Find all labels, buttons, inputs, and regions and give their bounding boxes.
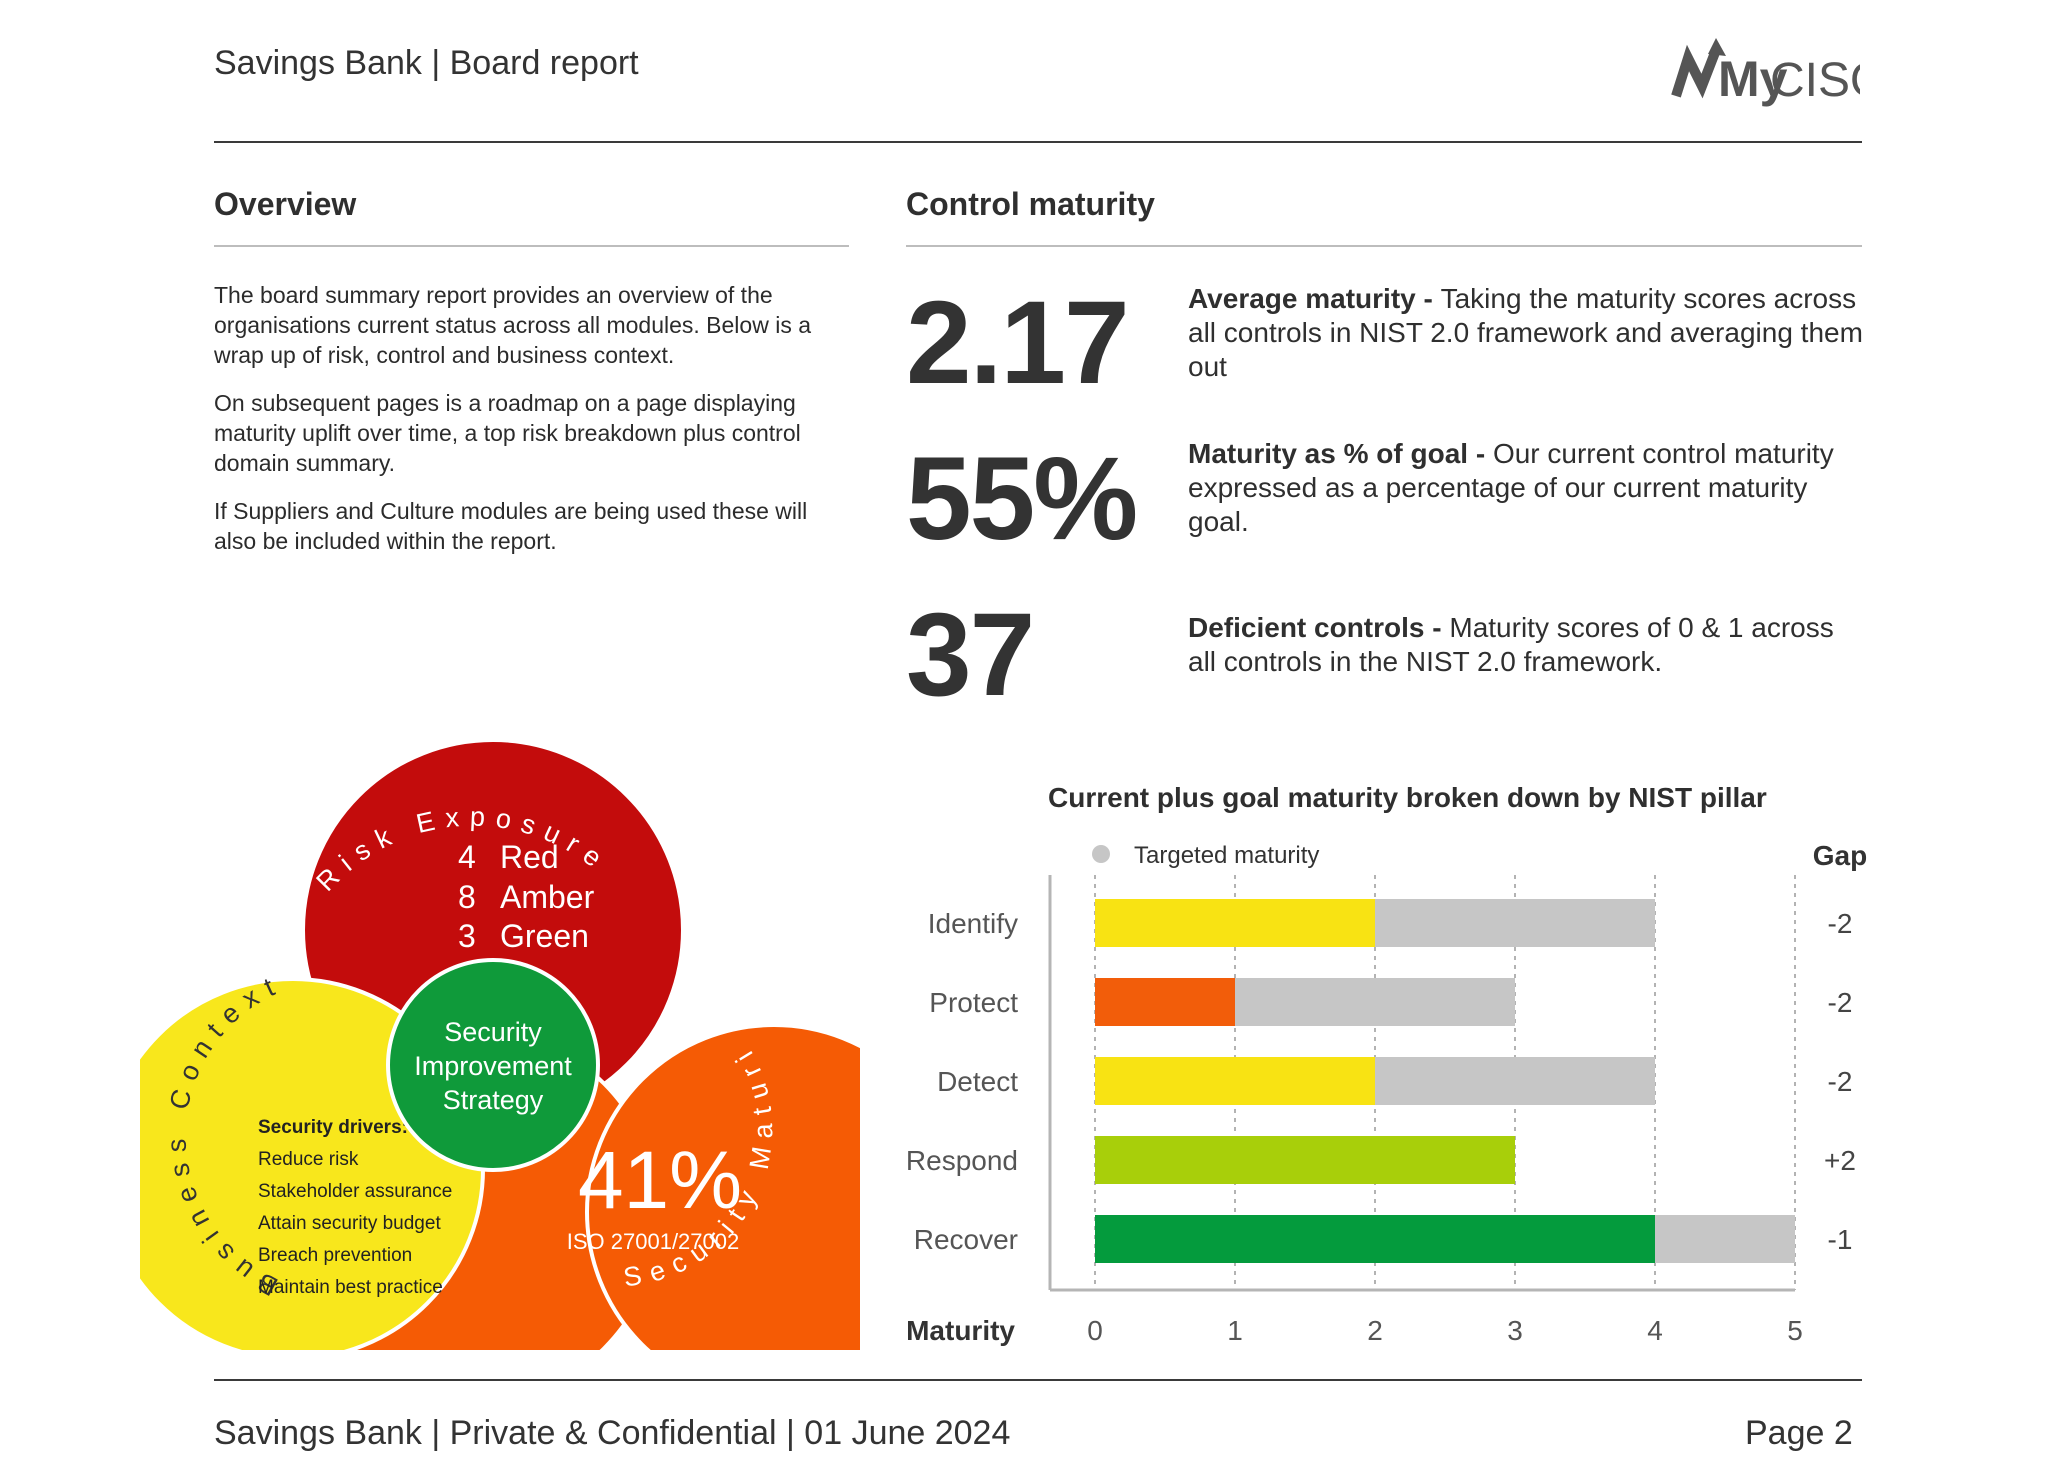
overview-paragraph: The board summary report provides an ove…: [214, 282, 812, 368]
logo-mark-icon: [1671, 38, 1726, 99]
security-strategy-circle: [386, 958, 600, 1172]
driver-item: Attain security budget: [258, 1213, 441, 1234]
category-label: Protect: [929, 987, 1018, 1018]
maturity-goal-text: Our current control maturity expressed a…: [1188, 438, 1834, 537]
average-maturity-desc: Average maturity - Taking the maturity s…: [1188, 282, 1868, 384]
deficient-controls-value: 37: [906, 589, 1035, 721]
risk-red-count: 4: [458, 839, 476, 875]
average-maturity-text: Taking the maturity scores across all co…: [1188, 283, 1863, 382]
x-tick-label: 4: [1647, 1315, 1663, 1346]
security-maturity-sub: ISO 27001/27002: [567, 1229, 739, 1254]
strategy-line: Security: [444, 1017, 542, 1047]
legend-marker: [1092, 845, 1110, 863]
current-bar: [1095, 899, 1375, 947]
risk-amber-count: 8: [458, 879, 476, 915]
x-axis-label: Maturity: [906, 1315, 1015, 1346]
gap-value: -1: [1828, 1224, 1853, 1255]
page-number: Page 2: [1745, 1414, 1853, 1452]
report-title: Savings Bank | Board report: [214, 44, 639, 82]
category-label: Respond: [906, 1145, 1018, 1176]
risk-green-count: 3: [458, 918, 476, 954]
category-label: Detect: [937, 1066, 1018, 1097]
overview-text: The board summary report provides an ove…: [214, 280, 854, 574]
deficient-controls-label: Deficient controls -: [1188, 612, 1450, 643]
current-bar: [1095, 1136, 1515, 1184]
security-venn-diagram: Risk Exposure 4 Red 8 Amber 3 Green Busi…: [140, 730, 860, 1350]
risk-amber-label: Amber: [500, 879, 595, 915]
overview-rule: [214, 245, 849, 247]
strategy-line: Improvement: [414, 1051, 572, 1081]
overview-paragraph: If Suppliers and Culture modules are bei…: [214, 498, 808, 554]
driver-item: Stakeholder assurance: [258, 1181, 452, 1202]
maturity-goal-label: Maturity as % of goal -: [1188, 438, 1493, 469]
risk-green-label: Green: [500, 918, 589, 954]
driver-item: Breach prevention: [258, 1245, 412, 1266]
maturity-goal-desc: Maturity as % of goal - Our current cont…: [1188, 437, 1868, 539]
current-bar: [1095, 1057, 1375, 1105]
security-maturity-circle: [585, 1023, 860, 1350]
category-label: Recover: [914, 1224, 1018, 1255]
target-bar: [1235, 978, 1515, 1026]
category-label: Identify: [928, 908, 1018, 939]
target-bar: [1375, 899, 1655, 947]
control-maturity-title: Control maturity: [906, 186, 1155, 222]
driver-item: Maintain best practice: [258, 1277, 443, 1298]
target-bar: [1375, 1057, 1655, 1105]
overview-title: Overview: [214, 186, 357, 222]
gap-header: Gap: [1813, 840, 1867, 871]
target-bar: [1655, 1215, 1795, 1263]
deficient-controls-text: Maturity scores of 0 & 1 across all cont…: [1188, 612, 1834, 677]
gap-value: -2: [1828, 987, 1853, 1018]
x-tick-label: 1: [1227, 1315, 1243, 1346]
control-maturity-rule: [906, 245, 1862, 247]
driver-item: Reduce risk: [258, 1149, 359, 1170]
strategy-line: Strategy: [443, 1085, 544, 1115]
header-rule: [214, 141, 1862, 143]
risk-red-label: Red: [500, 839, 559, 875]
gap-value: +2: [1824, 1145, 1856, 1176]
footer-text: Savings Bank | Private & Confidential | …: [214, 1414, 1011, 1452]
current-bar: [1095, 1215, 1655, 1263]
average-maturity-value: 2.17: [906, 277, 1130, 409]
footer-rule: [214, 1379, 1862, 1381]
legend-label: Targeted maturity: [1134, 842, 1319, 869]
security-drivers-title: Security drivers:: [258, 1117, 408, 1138]
deficient-controls-desc: Deficient controls - Maturity scores of …: [1188, 611, 1868, 679]
security-maturity-value: 41%: [578, 1135, 742, 1226]
x-tick-label: 0: [1087, 1315, 1103, 1346]
maturity-bar-chart: Targeted maturity Gap Identify -2 Protect -2 D…: [906, 840, 1867, 1346]
gap-value: -2: [1828, 1066, 1853, 1097]
current-bar: [1095, 978, 1235, 1026]
x-tick-label: 5: [1787, 1315, 1803, 1346]
overview-paragraph: On subsequent pages is a roadmap on a pa…: [214, 390, 801, 476]
chart-title: Current plus goal maturity broken down b…: [1048, 782, 1767, 813]
average-maturity-label: Average maturity -: [1188, 283, 1441, 314]
maturity-goal-value: 55%: [906, 433, 1138, 565]
x-tick-label: 2: [1367, 1315, 1383, 1346]
x-tick-label: 3: [1507, 1315, 1523, 1346]
logo-text-a: My: [1718, 51, 1788, 107]
gap-value: -2: [1828, 908, 1853, 939]
